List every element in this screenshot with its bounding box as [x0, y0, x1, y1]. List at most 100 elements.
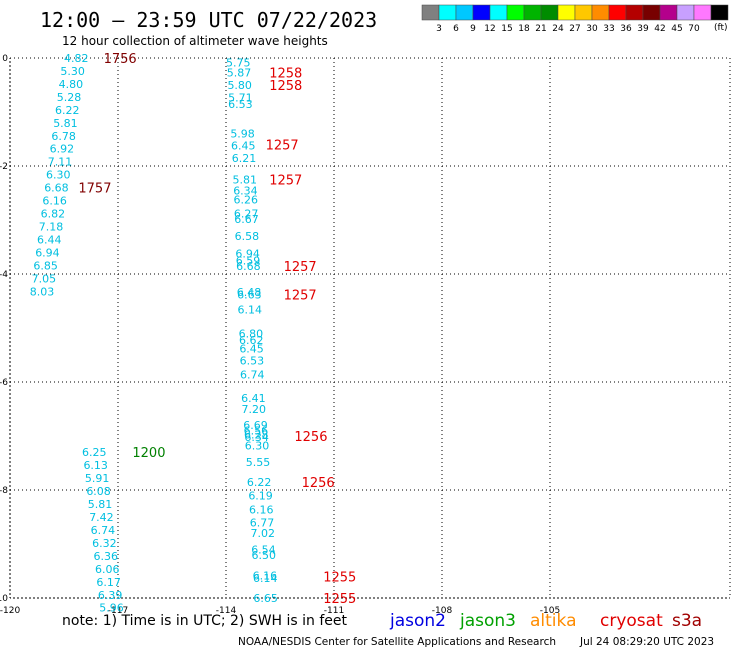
colorbar-swatch — [608, 4, 627, 21]
footer-note: note: 1) Time is in UTC; 2) SWH is in fe… — [62, 613, 348, 629]
x-tick-label: -114 — [216, 606, 237, 616]
colorbar-swatch — [710, 4, 729, 21]
x-tick-label: -111 — [324, 606, 344, 616]
y-tick-label: 0 — [2, 54, 8, 64]
wave-height-value: 6.69 — [243, 419, 268, 432]
wave-height-value: 7.42 — [89, 511, 114, 524]
wave-height-value: 6.53 — [240, 354, 265, 367]
wave-height-value: 5.81 — [53, 117, 77, 130]
pass-time-label: 1257 — [284, 289, 317, 304]
wave-height-value: 5.87 — [227, 67, 252, 80]
wave-height-value: 6.19 — [248, 489, 273, 502]
colorbar-swatch — [523, 4, 542, 21]
x-tick-label: -117 — [108, 606, 128, 616]
wave-height-value: 5.91 — [85, 472, 110, 485]
wave-height-value: 6.45 — [231, 139, 256, 152]
wave-height-value: 5.81 — [232, 174, 256, 187]
pass-time-label: 1258 — [269, 67, 302, 82]
x-tick-label: -120 — [0, 606, 20, 616]
wave-height-value: 6.44 — [37, 233, 62, 246]
colorbar-label: 15 — [501, 24, 512, 34]
colorbar-swatch — [591, 4, 610, 21]
colorbar-unit: (ft) — [714, 23, 728, 33]
wave-height-value: 6.92 — [50, 143, 75, 156]
colorbar-swatch — [489, 4, 508, 21]
wave-height-value: 6.16 — [42, 195, 67, 208]
wave-height-value: 6.85 — [33, 259, 58, 272]
colorbar-label: 70 — [688, 24, 700, 34]
colorbar-label: 24 — [552, 24, 564, 34]
colorbar-swatch — [438, 4, 457, 21]
footer-timestamp: Jul 24 08:29:20 UTC 2023 — [579, 636, 714, 648]
wave-height-value: 5.80 — [227, 79, 252, 92]
wave-height-value: 6.22 — [247, 476, 272, 489]
wave-height-value: 5.98 — [230, 128, 255, 141]
colorbar-swatch — [659, 4, 678, 21]
wave-height-value: 6.30 — [46, 169, 71, 182]
colorbar-label: 45 — [671, 24, 682, 34]
wave-height-value: 6.39 — [98, 589, 123, 602]
wave-height-value: 6.58 — [235, 230, 260, 243]
y-tick-label: -8 — [0, 486, 8, 496]
wave-height-value: 7.20 — [241, 403, 265, 416]
wave-height-value: 7.18 — [39, 220, 64, 233]
wave-height-value: 6.77 — [250, 516, 275, 529]
x-tick-label: -108 — [432, 606, 453, 616]
wave-height-value: 5.75 — [226, 56, 251, 69]
pass-time-label: 1257 — [269, 174, 302, 189]
pass-time-label: 1256 — [294, 430, 327, 445]
colorbar-label: 30 — [586, 24, 598, 34]
wave-height-value: 6.26 — [234, 193, 259, 206]
colorbar-swatch — [557, 4, 576, 21]
wave-height-value: 6.45 — [239, 343, 264, 356]
wave-height-value: 6.67 — [234, 213, 259, 226]
colorbar-label: 12 — [484, 24, 495, 34]
colorbar-swatch — [625, 4, 644, 21]
wave-height-value: 7.02 — [250, 527, 274, 540]
colorbar-label: 18 — [518, 24, 530, 34]
wave-height-value: 5.55 — [246, 456, 270, 469]
x-tick-label: -105 — [540, 606, 560, 616]
wave-height-value: 6.53 — [228, 98, 253, 111]
legend-s3a: s3a — [672, 611, 702, 631]
colorbar-label: 42 — [654, 24, 665, 34]
wave-height-value: 6.94 — [235, 247, 259, 260]
satellite-legend: jason2 jason3 altika cryosat s3a — [389, 611, 702, 631]
wave-height-value: 6.94 — [35, 246, 60, 259]
wave-height-value: 6.59 — [236, 255, 261, 268]
pass-time-label: 1756 — [104, 52, 137, 67]
wave-height-value: 5.71 — [228, 91, 253, 104]
wave-height-value: 6.21 — [232, 152, 257, 165]
y-tick-label: -2 — [0, 162, 8, 172]
colorbar-swatch — [472, 4, 491, 21]
footer-credit: NOAA/NESDIS Center for Satellite Applica… — [238, 636, 556, 648]
wave-height-value: 6.34 — [233, 184, 258, 197]
wave-height-value: 6.41 — [241, 392, 266, 405]
wave-height-value: 6.14 — [238, 304, 263, 317]
chart-title: 12:00 — 23:59 UTC 07/22/2023 — [40, 8, 377, 32]
wave-height-value: 6.27 — [234, 208, 258, 221]
pass-time-label: 1258 — [269, 79, 302, 94]
wave-height-value: 6.56 — [244, 425, 269, 438]
wave-height-value: 6.82 — [41, 208, 66, 221]
wave-height-value: 6.50 — [252, 549, 277, 562]
colorbar-swatch — [676, 4, 695, 21]
colorbar-label: 36 — [620, 24, 632, 34]
wave-height-value: 7.11 — [48, 156, 73, 169]
wave-height-value: 6.34 — [244, 431, 268, 444]
y-tick-label: -6 — [0, 378, 8, 388]
wave-height-value: 6.80 — [239, 327, 264, 340]
y-tick-label: -4 — [0, 270, 8, 280]
wave-height-value: 7.05 — [32, 272, 56, 285]
colorbar-swatch — [540, 4, 559, 21]
colorbar-label: 6 — [453, 24, 459, 34]
wave-height-value: 4.80 — [59, 78, 84, 91]
wave-height-value: 8.03 — [30, 285, 55, 298]
colorbar-swatch — [642, 4, 661, 21]
wave-height-value: 4.82 — [64, 52, 89, 65]
wave-height-value: 6.48 — [237, 286, 261, 299]
wave-height-value: 6.22 — [55, 104, 80, 117]
y-tick-label: -10 — [0, 594, 8, 604]
plot-points: 4.825.304.805.286.225.816.786.927.116.30… — [30, 52, 278, 615]
